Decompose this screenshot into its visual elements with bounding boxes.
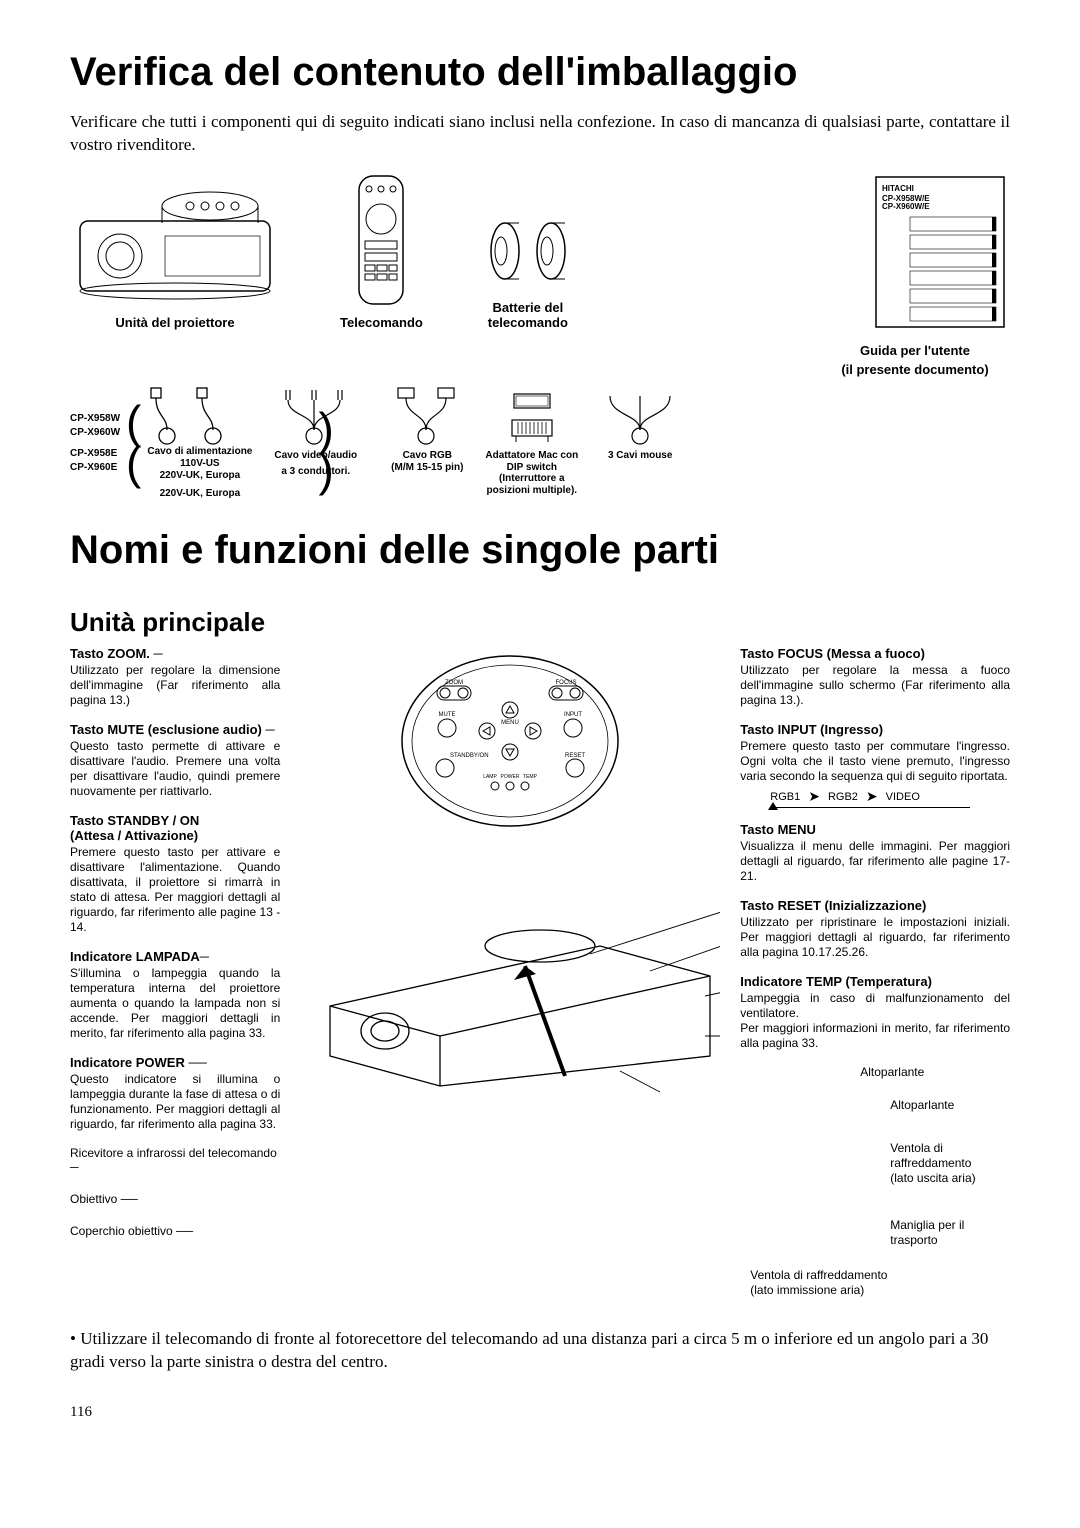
power-title-ind: Indicatore POWER ── <box>70 1055 280 1070</box>
projector-icon <box>70 181 280 311</box>
remote-caption: Telecomando <box>340 315 423 331</box>
mouse-caption: 3 Cavi mouse <box>608 450 672 462</box>
temp-title: Indicatore TEMP (Temperatura) <box>740 974 1010 989</box>
guide-caption-2: (il presente documento) <box>820 362 1010 378</box>
item-mouse-cables: 3 Cavi mouse <box>600 386 680 462</box>
rgb-cable-icon <box>392 386 462 446</box>
svg-text:MENU: MENU <box>501 720 519 726</box>
item-av-cable: Cavo video/audio a 3 conduttori. ) ) <box>274 386 357 492</box>
focus-title: Tasto FOCUS (Messa a fuoco) <box>740 646 1010 661</box>
cap-label: Coperchio obiettivo ── <box>70 1224 280 1238</box>
items-row-2: CP-X958W CP-X960W CP-X958E CP-X960E ( ( … <box>70 386 1010 500</box>
power-uk2: 220V-UK, Europa <box>147 488 252 500</box>
lens-label: Obiettivo ── <box>70 1192 280 1206</box>
items-row-1: Unità del proiettore Telecomando <box>70 171 1010 331</box>
guide-icon: HITACHI CP-X958W/E CP-X960W/E <box>870 171 1010 331</box>
middle-column: ZOOM FOCUS MUTE INPUT MENU STANDBY/ON <box>300 646 720 1096</box>
mouse-cables-icon <box>600 386 680 446</box>
item-guide: HITACHI CP-X958W/E CP-X960W/E <box>870 171 1010 331</box>
arrow-icon-2: ➤ <box>866 788 878 805</box>
fan-out: Ventola di raffreddamento (lato uscita a… <box>890 1141 1010 1186</box>
page-title-2: Nomi e funzioni delle singole parti <box>70 528 1010 573</box>
speaker-1: Altoparlante <box>860 1065 1010 1080</box>
models-2: CP-X958E CP-X960E <box>70 447 120 474</box>
item-projector: Unità del proiettore <box>70 181 280 331</box>
fan-in: Ventola di raffreddamento (lato immissio… <box>750 1268 1010 1298</box>
svg-text:INPUT: INPUT <box>564 712 582 718</box>
lamp-body: S'illumina o lampeggia quando la tempera… <box>70 966 280 1041</box>
menu-body: Visualizza il menu delle immagini. Per m… <box>740 839 1010 884</box>
projector-side-icon <box>300 856 720 1096</box>
focus-body: Utilizzato per regolare la messa a fuoco… <box>740 663 1010 708</box>
mac-caption: Adattatore Mac con DIP switch (Interrutt… <box>485 450 578 496</box>
models-power-group: CP-X958W CP-X960W CP-X958E CP-X960E ( ( … <box>70 386 252 500</box>
intro-text: Verificare che tutti i componenti qui di… <box>70 111 1010 157</box>
ir-label: Ricevitore a infrarossi del telecomando … <box>70 1146 280 1174</box>
batteries-caption: Batterie del telecomando <box>488 300 568 331</box>
main-unit-section: Tasto ZOOM. ─ Utilizzato per regolare la… <box>70 646 1010 1298</box>
seq-rgb1: RGB1 <box>770 791 800 803</box>
models-1: CP-X958W CP-X960W <box>70 412 120 439</box>
av-title: Cavo video/audio <box>274 450 357 462</box>
av-sub: a 3 conduttori. <box>281 466 350 478</box>
bracket-open-2: ( <box>126 443 141 484</box>
mac-adapter-icon <box>502 386 562 446</box>
zoom-body2: Utilizzato per regolare la dimensione de… <box>70 663 280 708</box>
standby-title: Tasto STANDBY / ON (Attesa / Attivazione… <box>70 813 280 843</box>
remote-icon <box>351 171 411 311</box>
mute-body: Questo tasto permette di attivare e disa… <box>70 739 280 799</box>
menu-title: Tasto MENU <box>740 822 1010 837</box>
power-cables-icon <box>147 386 242 446</box>
subtitle: Unità principale <box>70 607 265 638</box>
lamp-title: Indicatore LAMPADA─ <box>70 949 280 964</box>
seq-return-line <box>770 807 970 808</box>
arrow-icon-1: ➤ <box>808 788 820 805</box>
power-uk: 220V-UK, Europa <box>147 470 252 482</box>
svg-text:LAMP: LAMP <box>483 774 497 780</box>
svg-text:POWER: POWER <box>501 774 520 780</box>
right-column: Tasto FOCUS (Messa a fuoco) Utilizzato p… <box>740 646 1010 1298</box>
item-remote: Telecomando <box>340 171 423 331</box>
input-title: Tasto INPUT (Ingresso) <box>740 722 1010 737</box>
svg-text:HITACHI: HITACHI <box>882 184 914 193</box>
handle: Maniglia per il trasporto <box>890 1218 1010 1248</box>
rgb-caption: Cavo RGB (M/M 15-15 pin) <box>391 450 463 473</box>
temp-body: Lampeggia in caso di malfunzionamento de… <box>740 991 1010 1051</box>
svg-text:STANDBY/ON: STANDBY/ON <box>450 753 489 759</box>
usage-note: • Utilizzare il telecomando di fronte al… <box>70 1328 1010 1374</box>
input-body: Premere questo tasto per commutare l'ing… <box>740 739 1010 784</box>
seq-video: VIDEO <box>886 791 920 803</box>
reset-title: Tasto RESET (Inizializzazione) <box>740 898 1010 913</box>
guide-caption-1: Guida per l'utente <box>820 343 1010 359</box>
item-rgb-cable: Cavo RGB (M/M 15-15 pin) <box>391 386 463 473</box>
projector-caption: Unità del proiettore <box>115 315 234 331</box>
zoom-title: Tasto ZOOM. ─ <box>70 646 280 661</box>
svg-text:FOCUS: FOCUS <box>556 680 577 686</box>
svg-text:CP-X960W/E: CP-X960W/E <box>882 202 930 211</box>
speaker-2: Altoparlante <box>890 1098 1010 1113</box>
control-panel-icon: ZOOM FOCUS MUTE INPUT MENU STANDBY/ON <box>395 646 625 836</box>
svg-text:MUTE: MUTE <box>439 712 456 718</box>
item-batteries: Batterie del telecomando <box>473 206 583 331</box>
standby-body: Premere questo tasto per attivare e disa… <box>70 845 280 935</box>
left-column: Tasto ZOOM. ─ Utilizzato per regolare la… <box>70 646 280 1256</box>
page-title-1: Verifica del contenuto dell'imballaggio <box>70 50 1010 95</box>
av-cable-icon <box>276 386 356 446</box>
power-us: 110V-US <box>147 458 252 470</box>
reset-body: Utilizzato per ripristinare le impostazi… <box>740 915 1010 960</box>
seq-rgb2: RGB2 <box>828 791 858 803</box>
mute-title: Tasto MUTE (esclusione audio) ─ <box>70 722 280 737</box>
batteries-icon <box>473 206 583 296</box>
power-body: Questo indicatore si illumina o lampeggi… <box>70 1072 280 1132</box>
item-mac-adapter: Adattatore Mac con DIP switch (Interrutt… <box>485 386 578 496</box>
page-number: 116 <box>70 1404 1010 1421</box>
input-sequence: RGB1 ➤ RGB2 ➤ VIDEO <box>740 788 1010 805</box>
svg-text:TEMP: TEMP <box>523 774 538 780</box>
svg-text:ZOOM: ZOOM <box>445 680 463 686</box>
svg-text:RESET: RESET <box>565 753 585 759</box>
bracket-close-2: ) <box>318 450 333 491</box>
power-title: Cavo di alimentazione <box>147 446 252 458</box>
